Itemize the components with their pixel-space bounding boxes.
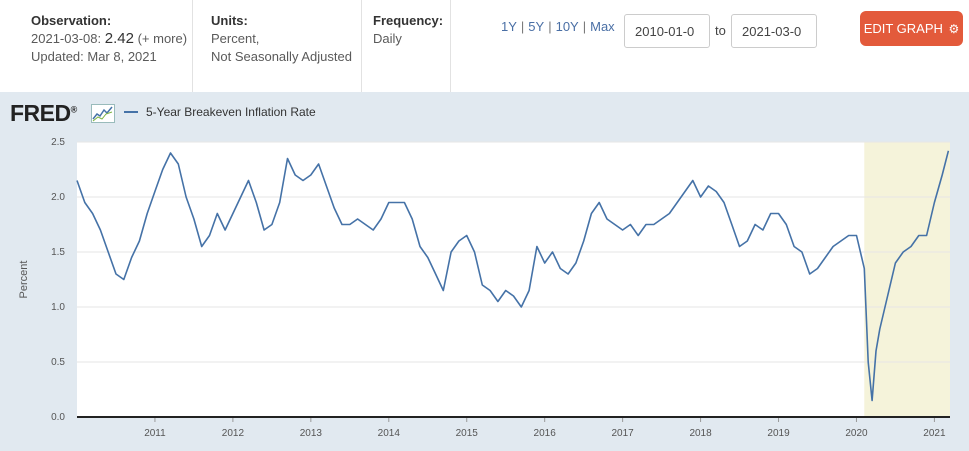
y-tick-label: 2.5: [51, 137, 65, 148]
y-tick-label: 2.0: [51, 192, 65, 203]
y-tick-label: 1.0: [51, 302, 65, 313]
x-tick-label: 2019: [767, 428, 790, 439]
frequency-label: Frequency:: [373, 13, 444, 28]
separator: |: [582, 19, 587, 34]
series-line: [76, 150, 950, 402]
x-tick-label: 2018: [689, 428, 712, 439]
plot-background: [77, 142, 950, 417]
recession-shading: [864, 142, 950, 417]
edit-graph-label: EDIT GRAPH: [863, 21, 943, 36]
date-range-shortcuts: 1Y | 5Y | 10Y | Max: [501, 19, 615, 34]
frequency-value: Daily: [373, 31, 402, 46]
units-line2: Not Seasonally Adjusted: [211, 49, 352, 64]
x-tick-label: 2015: [456, 428, 479, 439]
end-date-input[interactable]: [731, 14, 817, 48]
graph-header: Observation: 2021-03-08: 2.42 (+ more) U…: [0, 0, 969, 92]
range-10y-link[interactable]: 10Y: [555, 19, 579, 34]
legend-label: 5-Year Breakeven Inflation Rate: [146, 105, 316, 119]
x-tick-label: 2011: [144, 428, 166, 439]
units-panel: Units: Percent, Not Seasonally Adjusted: [211, 12, 361, 66]
y-axis-label: Percent: [18, 261, 30, 299]
frequency-panel: Frequency: Daily: [373, 12, 453, 48]
units-label: Units:: [211, 13, 248, 28]
separator: |: [520, 19, 525, 34]
observation-line: 2021-03-08: 2.42 (+ more): [31, 30, 191, 48]
legend-swatch: [124, 111, 138, 113]
to-label: to: [715, 23, 726, 38]
x-tick-label: 2016: [534, 428, 557, 439]
observation-date: 2021-03-08:: [31, 31, 102, 46]
start-date-input[interactable]: [624, 14, 710, 48]
x-tick-label: 2021: [923, 428, 946, 439]
units-line1: Percent,: [211, 31, 260, 46]
registered-mark: ®: [70, 104, 78, 115]
range-5y-link[interactable]: 5Y: [528, 19, 545, 34]
range-1y-link[interactable]: 1Y: [501, 19, 517, 34]
x-tick-label: 2013: [300, 428, 323, 439]
observation-value: 2.42: [104, 30, 134, 47]
observation-more-link[interactable]: (+ more): [137, 31, 188, 46]
x-tick-label: 2017: [612, 428, 635, 439]
fred-logo-text: FRED: [10, 100, 71, 126]
updated-date: Updated: Mar 8, 2021: [31, 49, 157, 64]
range-max-link[interactable]: Max: [590, 19, 615, 34]
gear-icon: ⚙: [948, 22, 960, 36]
fred-logo: FRED®: [10, 100, 77, 127]
y-tick-label: 0.0: [51, 412, 65, 423]
divider: [192, 0, 193, 92]
y-tick-label: 1.5: [51, 247, 65, 258]
separator: |: [548, 19, 552, 34]
x-tick-label: 2020: [845, 428, 868, 439]
x-tick-label: 2014: [378, 428, 401, 439]
chart-legend: 5-Year Breakeven Inflation Rate: [124, 105, 316, 119]
observation-label: Observation:: [31, 13, 112, 28]
fred-chart-mark-icon: [91, 104, 115, 123]
y-tick-label: 0.5: [51, 357, 65, 368]
edit-graph-button[interactable]: EDIT GRAPH ⚙: [860, 11, 963, 46]
divider: [450, 0, 451, 92]
x-tick-label: 2012: [222, 428, 245, 439]
divider: [361, 0, 362, 92]
observation-panel: Observation: 2021-03-08: 2.42 (+ more) U…: [31, 12, 191, 66]
